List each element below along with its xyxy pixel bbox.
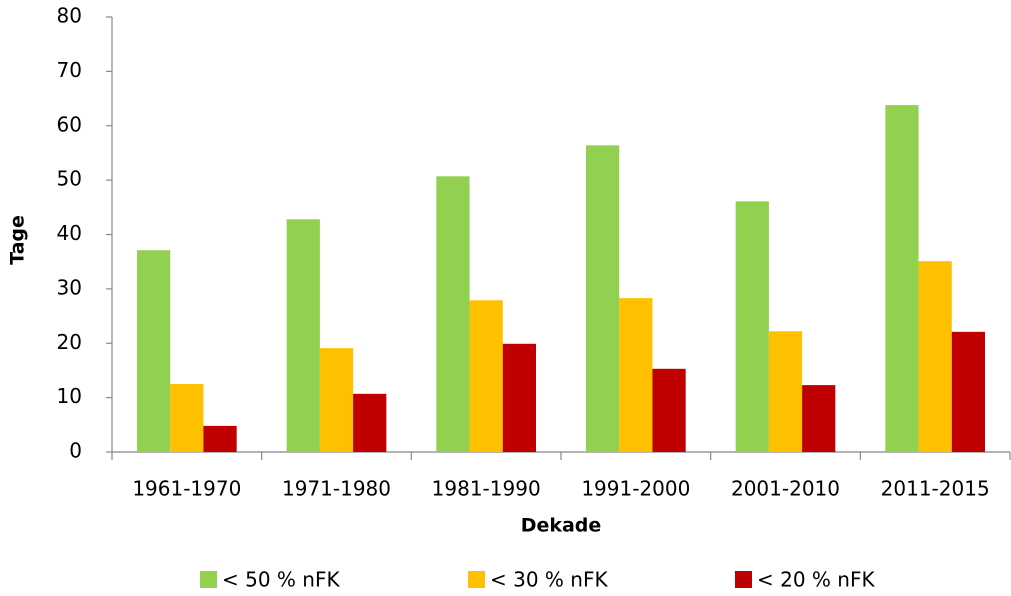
x-tick-label: 2001-2010 <box>731 477 840 501</box>
x-tick-label: 1991-2000 <box>581 477 690 501</box>
x-tick-label: 1981-1990 <box>432 477 541 501</box>
y-tick-label: 0 <box>69 439 82 463</box>
y-tick-label: 10 <box>57 384 82 408</box>
bar <box>286 219 320 452</box>
y-tick-label: 40 <box>57 221 82 245</box>
y-tick-label: 60 <box>57 112 82 136</box>
legend-label: < 20 % nFK <box>757 568 875 592</box>
legend-swatch <box>468 571 485 588</box>
y-tick-label: 30 <box>57 275 82 299</box>
bar <box>170 384 204 452</box>
legend-label: < 50 % nFK <box>222 568 340 592</box>
y-axis-title: Tage <box>7 215 29 265</box>
legend-swatch <box>200 571 217 588</box>
bar <box>353 393 387 452</box>
y-tick-label: 20 <box>57 330 82 354</box>
bar <box>585 145 620 452</box>
x-axis-title: Dekade <box>521 515 602 537</box>
x-tick-label: 2011-2015 <box>881 477 990 501</box>
legend-label: < 30 % nFK <box>490 568 608 592</box>
bar <box>436 176 470 452</box>
bar <box>319 348 354 452</box>
bar <box>885 105 919 453</box>
bar <box>735 201 769 452</box>
bar <box>502 343 537 452</box>
y-tick-label: 80 <box>57 4 82 28</box>
legend-swatch <box>735 571 752 588</box>
bar <box>918 261 952 452</box>
x-tick-label: 1961-1970 <box>132 477 241 501</box>
bar <box>652 368 686 452</box>
bar <box>802 385 836 452</box>
bar <box>619 298 653 452</box>
bar <box>203 425 237 452</box>
y-tick-label: 50 <box>57 167 82 191</box>
x-tick-label: 1971-1980 <box>282 477 391 501</box>
bar <box>469 300 503 452</box>
bar <box>768 331 803 452</box>
y-tick-label: 70 <box>57 58 82 82</box>
bar <box>136 250 171 452</box>
bar <box>951 331 986 452</box>
